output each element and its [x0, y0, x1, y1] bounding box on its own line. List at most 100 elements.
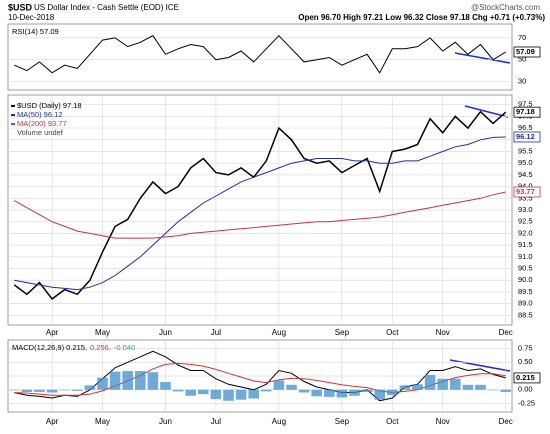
histogram-bar	[122, 371, 133, 390]
histogram-bar	[336, 389, 348, 398]
histogram-bar	[109, 371, 121, 390]
rsi-panel	[7, 23, 513, 91]
value-tag: 93.77	[516, 187, 535, 196]
histogram-bar	[84, 385, 96, 390]
legend-entry: 0.256,	[90, 343, 111, 352]
histogram-bar	[424, 374, 436, 390]
histogram-bar	[273, 380, 285, 390]
quote: Open 96.70 High 97.21 Low 96.32 Close 97…	[298, 13, 545, 22]
x-tick-label: Aug	[272, 417, 286, 426]
line	[13, 110, 507, 300]
y-tick-label: 91.5	[518, 240, 533, 249]
histogram-bar	[261, 389, 272, 392]
histogram-bar	[135, 371, 146, 390]
histogram-bar	[437, 378, 448, 390]
histogram-bar	[374, 389, 385, 400]
value-tag-box	[513, 46, 541, 58]
x-tick-label: Oct	[386, 328, 399, 337]
histogram-bar	[223, 389, 234, 401]
y-tick-label: 0.50	[518, 357, 533, 366]
y-tick-label: 95.0	[518, 158, 533, 167]
y-tick-label: 90.5	[518, 263, 533, 272]
x-tick-label: Nov	[436, 417, 450, 426]
y-tick-label: 89.0	[518, 299, 533, 308]
line	[14, 191, 506, 239]
line	[14, 362, 506, 396]
symbol: $USD	[8, 2, 33, 12]
histogram-bar	[210, 389, 222, 400]
y-tick-label: 70	[518, 33, 526, 42]
x-tick-label: Jul	[211, 417, 221, 426]
legend-entry: -0.040	[114, 343, 135, 352]
legend-label: $USD (Daily) 97.18	[17, 101, 82, 110]
x-tick-label: May	[95, 328, 110, 337]
y-tick-label: -0.25	[518, 398, 535, 407]
histogram-bar	[462, 384, 474, 390]
histogram-bar	[172, 389, 184, 392]
histogram-bar	[147, 372, 159, 390]
x-tick-label: Aug	[272, 328, 286, 337]
histogram-bar	[59, 389, 70, 391]
legend-label: MA(200) 93.77	[17, 119, 67, 128]
histogram-bar	[97, 377, 108, 390]
y-tick-label: 89.5	[518, 287, 533, 296]
value-tag-box	[513, 131, 541, 143]
histogram-bar	[9, 389, 20, 391]
legend-label: RSI(14) 57.09	[12, 27, 59, 36]
value-tag: 0.215	[516, 373, 535, 382]
legend-note: Volume undef	[17, 128, 64, 137]
y-tick-label: 93.5	[518, 193, 533, 202]
histogram-bar	[21, 389, 33, 392]
trend-line	[464, 105, 509, 118]
trend-line	[449, 359, 511, 372]
y-tick-label: 88.5	[518, 310, 533, 319]
value-tag-box	[513, 186, 541, 198]
legend-label: MACD(12,26,9) 0.215, 0.256, -0.040	[12, 343, 135, 352]
histogram-bar	[248, 389, 259, 399]
legend-label: MA(50) 96.12	[17, 110, 62, 119]
value-tag-box	[513, 106, 541, 118]
line	[14, 34, 506, 74]
line	[14, 350, 506, 402]
x-tick-label: Dec	[499, 417, 513, 426]
value-tag-box	[513, 372, 541, 384]
histogram-bar	[46, 389, 58, 393]
histogram-bar	[500, 389, 511, 392]
x-tick-label: Apr	[46, 417, 59, 426]
histogram-bar	[72, 389, 83, 391]
histogram-bar	[298, 389, 310, 393]
histogram-bar	[160, 382, 171, 390]
x-tick-label: Jun	[159, 328, 172, 337]
histogram-bar	[34, 389, 45, 392]
x-tick-label: Oct	[386, 417, 399, 426]
histogram-bar	[475, 384, 486, 390]
y-tick-label: 50	[518, 55, 526, 64]
histogram-bar	[185, 389, 196, 396]
y-tick-label: 97.5	[518, 100, 533, 109]
histogram-bar	[450, 378, 461, 390]
histogram-bar	[349, 389, 360, 396]
y-tick-label: 91.0	[518, 252, 533, 261]
value-tag: 57.09	[516, 47, 535, 56]
legend-entry: RSI(14) 57.09	[12, 27, 59, 36]
date: 10-Dec-2018	[8, 13, 55, 22]
histogram-bar	[387, 389, 398, 396]
y-tick-label: 0.00	[518, 385, 533, 394]
histogram-bar	[399, 385, 411, 390]
histogram-bar	[311, 389, 322, 397]
x-tick-label: Sep	[335, 328, 350, 337]
y-tick-label: 92.5	[518, 217, 533, 226]
histogram-bar	[198, 389, 209, 395]
y-tick-label: 0.75	[518, 343, 533, 352]
x-tick-label: Dec	[499, 328, 513, 337]
source: @StockCharts.com	[471, 3, 540, 12]
y-tick-label: 30	[518, 77, 526, 86]
histogram-bar	[324, 389, 335, 397]
y-tick-label: 90.0	[518, 275, 533, 284]
y-tick-label: 92.0	[518, 228, 533, 237]
value-tag: 96.12	[516, 132, 535, 141]
value-tag: 97.18	[516, 107, 535, 116]
histogram-bar	[361, 389, 373, 392]
x-tick-label: Jun	[159, 417, 172, 426]
